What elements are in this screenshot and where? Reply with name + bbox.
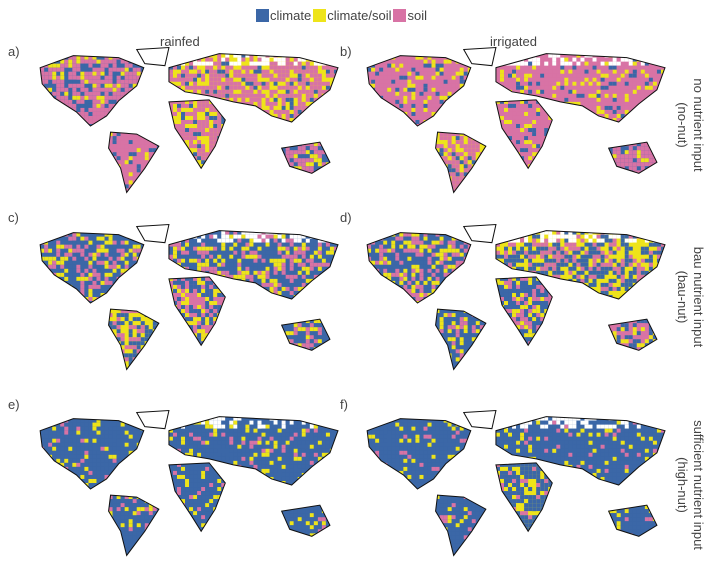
row-label-line: no nutrient input (691, 78, 706, 172)
coastline-africa (168, 462, 226, 533)
coastline-eurasia (168, 53, 339, 123)
land-greenland (136, 224, 169, 243)
coastline-greenland (462, 46, 497, 67)
legend-swatch (313, 9, 327, 22)
coastline-greenland (462, 223, 497, 244)
column-header-rainfed: rainfed (160, 34, 200, 49)
land-south-america (435, 495, 486, 556)
legend-label: climate (270, 8, 312, 23)
legend-label: soil (407, 8, 427, 23)
land-south-america (435, 132, 486, 193)
coastline-australia (607, 318, 658, 351)
row-label-line: (high-nut) (675, 457, 690, 513)
panel-label: b) (340, 44, 352, 59)
coastline-south-america (108, 131, 160, 194)
land-south-america (108, 495, 159, 556)
coastline-australia (280, 318, 331, 351)
panel-label: e) (8, 397, 20, 412)
coastline-australia (280, 141, 331, 174)
coastline-australia (607, 504, 658, 537)
legend: climate climate/soil soil (256, 8, 429, 23)
coastline-africa (168, 99, 226, 170)
land-greenland (136, 47, 169, 66)
coastline-eurasia (495, 416, 666, 486)
coastline-eurasia (495, 230, 666, 300)
map-panel-b (366, 46, 666, 194)
coastline-eurasia (168, 230, 339, 300)
coastline-north-america (39, 418, 145, 490)
row-label-line: sufficient nutrient input (691, 420, 706, 550)
coastline-africa (495, 99, 553, 170)
column-header-irrigated: irrigated (490, 34, 537, 49)
land-greenland (463, 410, 496, 429)
legend-label: climate/soil (327, 8, 392, 23)
coastline-south-america (108, 494, 160, 557)
coastline-north-america (39, 232, 145, 304)
panel-label: c) (8, 210, 19, 225)
coastline-greenland (135, 46, 170, 67)
coastline-australia (280, 504, 331, 537)
map-panel-c (39, 223, 339, 371)
coastline-south-america (435, 131, 487, 194)
land-south-america (108, 132, 159, 193)
map-panel-a (39, 46, 339, 194)
legend-item-soil: soil (393, 8, 427, 23)
coastline-south-america (108, 308, 160, 371)
row-label-no-nut: no nutrient input (no-nut) (668, 50, 712, 200)
coastline-africa (495, 276, 553, 347)
coastline-greenland (135, 409, 170, 430)
coastline-south-america (435, 308, 487, 371)
legend-swatch (256, 9, 269, 22)
row-label-line: (no-nut) (675, 102, 690, 148)
coastline-greenland (462, 409, 497, 430)
land-greenland (136, 410, 169, 429)
legend-item-climate: climate (256, 8, 311, 23)
coastline-north-america (366, 418, 472, 490)
row-label-bau-nut: bau nutrient input (bau-nut) (668, 222, 712, 372)
land-greenland (463, 47, 496, 66)
panel-label: d) (340, 210, 352, 225)
coastline-north-america (39, 55, 145, 127)
land-south-america (108, 309, 159, 370)
coastline-australia (607, 141, 658, 174)
legend-item-climate-soil: climate/soil (313, 8, 391, 23)
coastline-eurasia (495, 53, 666, 123)
coastline-africa (495, 462, 553, 533)
coastline-greenland (135, 223, 170, 244)
row-label-line: bau nutrient input (691, 246, 706, 348)
coastline-eurasia (168, 416, 339, 486)
row-label-line: (bau-nut) (675, 270, 690, 324)
coastline-africa (168, 276, 226, 347)
row-label-high-nut: sufficient nutrient input (high-nut) (668, 410, 712, 560)
coastline-north-america (366, 232, 472, 304)
map-panel-e (39, 409, 339, 557)
panel-label: f) (340, 397, 348, 412)
coastline-north-america (366, 55, 472, 127)
land-greenland (463, 224, 496, 243)
coastline-south-america (435, 494, 487, 557)
legend-swatch (393, 9, 407, 22)
land-south-america (435, 309, 486, 370)
panel-label: a) (8, 44, 20, 59)
map-panel-d (366, 223, 666, 371)
map-panel-f (366, 409, 666, 557)
